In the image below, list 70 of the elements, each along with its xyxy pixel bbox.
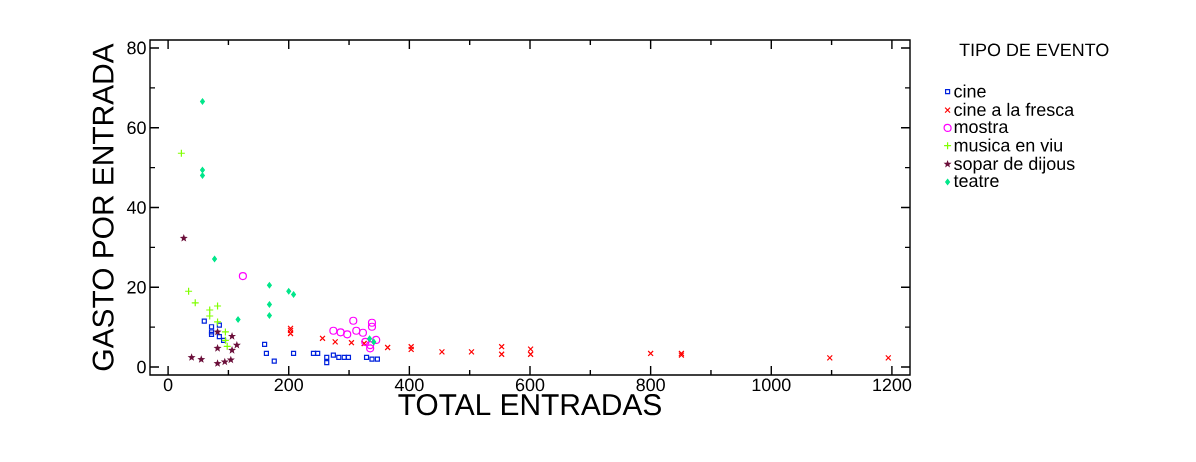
x-axis-title: TOTAL ENTRADAS: [398, 394, 661, 416]
x-tick-label: 600: [515, 378, 545, 392]
point: [374, 356, 380, 362]
point: [266, 312, 272, 319]
legend-label: cine a la fresca: [954, 102, 1075, 117]
legend-title: TIPO DE EVENTO: [959, 43, 1109, 57]
point: [367, 335, 373, 342]
point: [348, 339, 355, 346]
legend-label: musica en viu: [954, 138, 1062, 152]
point: [235, 316, 241, 323]
point: [349, 316, 358, 325]
y-tick-label: 40: [126, 201, 146, 214]
point: [330, 352, 336, 358]
point: [527, 351, 534, 358]
y-tick-label: 0: [137, 360, 146, 374]
point: [216, 322, 222, 328]
point: [213, 301, 222, 311]
point: [468, 348, 475, 355]
y-tick-label: 20: [127, 280, 146, 294]
legend-label: cine: [954, 84, 986, 98]
point: [647, 350, 654, 357]
point: [384, 344, 391, 351]
point: [343, 330, 352, 339]
point: [226, 355, 235, 364]
point: [366, 340, 375, 350]
point: [221, 327, 230, 337]
point: [238, 271, 247, 281]
y-axis-title: GASTO POR ENTRADA: [92, 43, 114, 371]
point: [266, 282, 272, 289]
point: [205, 311, 214, 321]
point: [200, 98, 205, 105]
x-tick-label: 200: [274, 378, 303, 392]
point: [336, 328, 345, 337]
point: [220, 357, 229, 366]
point: [369, 356, 375, 362]
point: [212, 255, 218, 263]
x-tick-label: 1000: [752, 378, 791, 392]
point: [205, 305, 214, 315]
point: [367, 318, 377, 327]
point: [498, 351, 505, 358]
point: [197, 355, 206, 363]
point: [213, 317, 222, 327]
point: [286, 288, 292, 295]
x-tick-label: 400: [394, 378, 424, 392]
point: [372, 335, 381, 344]
x-tick-label: 0: [163, 378, 173, 392]
point: [527, 346, 534, 353]
point: [358, 328, 368, 337]
legend-label: teatre: [953, 175, 999, 188]
point: [329, 326, 338, 335]
point: [319, 335, 326, 342]
point: [352, 326, 361, 335]
legend-label: sopar de dijous: [954, 156, 1075, 174]
point: [371, 338, 377, 345]
point: [266, 301, 272, 308]
point: [200, 172, 205, 179]
point: [228, 346, 237, 354]
point: [213, 359, 222, 367]
point: [213, 344, 222, 352]
point: [271, 358, 277, 364]
y-tick-label: 60: [127, 121, 146, 135]
point: [291, 291, 297, 298]
point: [187, 353, 196, 361]
legend-label: mostra: [954, 121, 1009, 134]
x-tick-label: 800: [636, 378, 665, 392]
point: [367, 322, 377, 331]
x-tick-label: 1200: [873, 378, 912, 392]
point: [366, 344, 375, 353]
point: [885, 354, 892, 361]
y-tick-label: 80: [127, 41, 146, 55]
